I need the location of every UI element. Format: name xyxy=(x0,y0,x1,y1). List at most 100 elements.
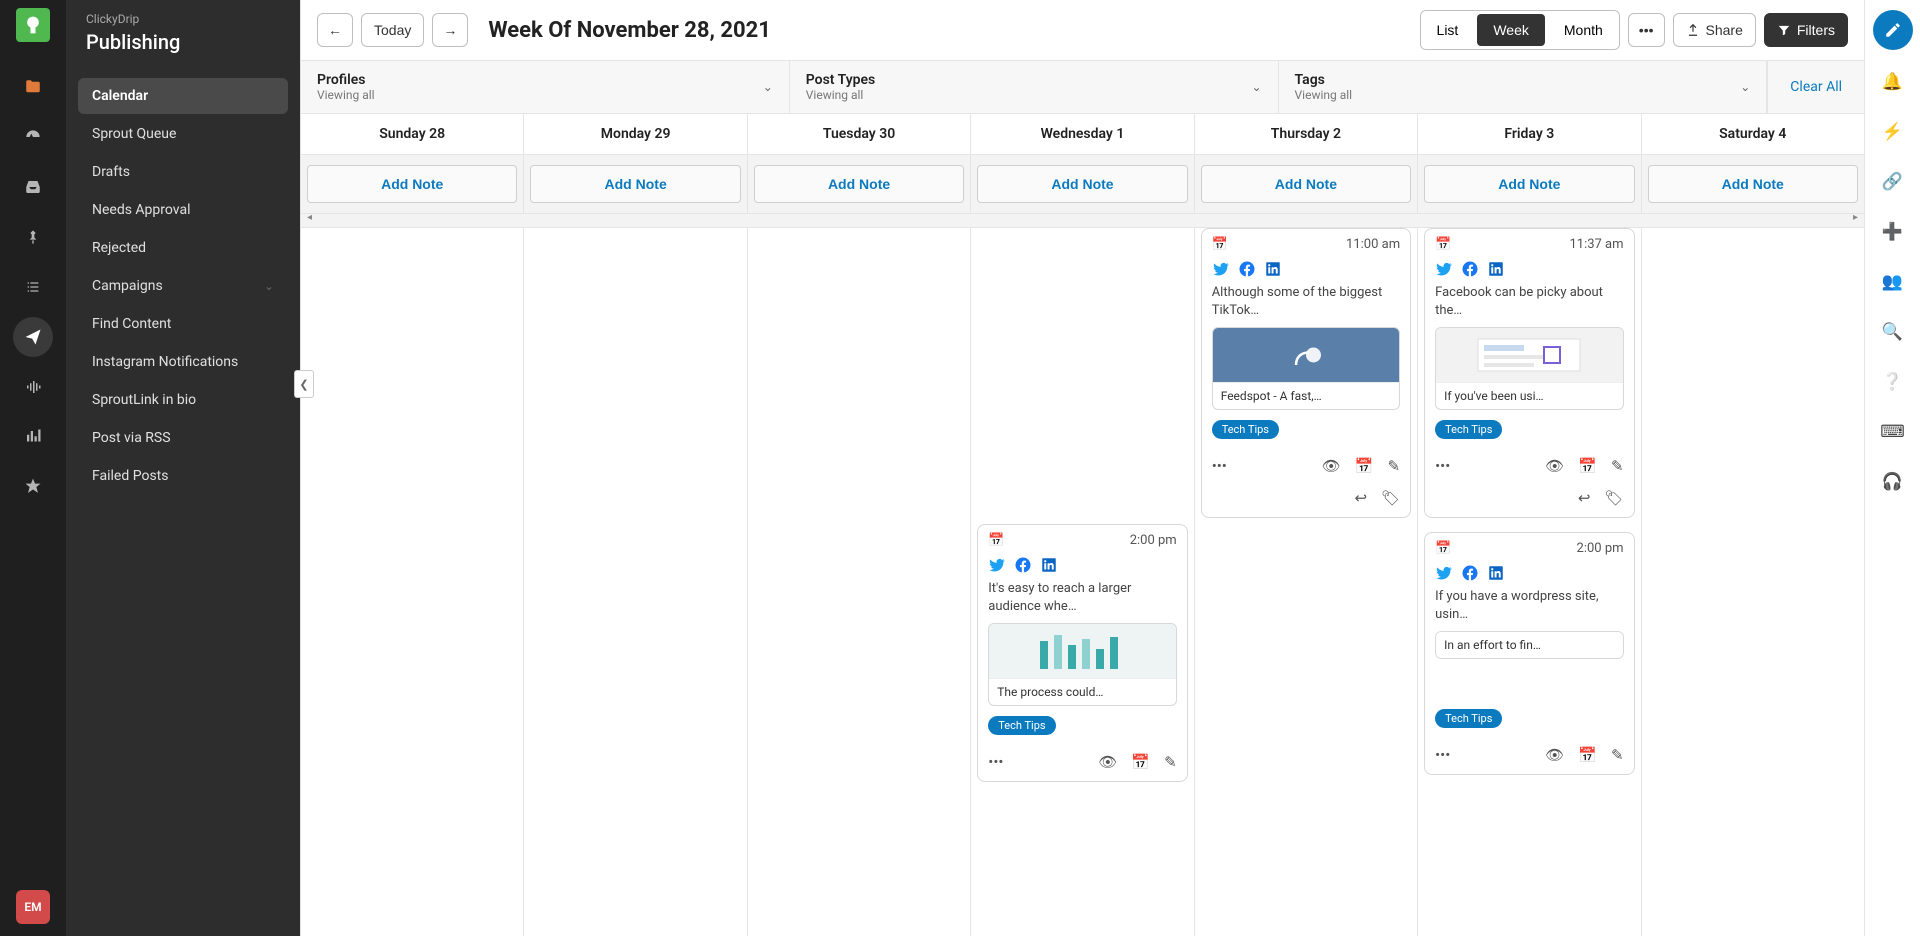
next-week-button[interactable]: → xyxy=(432,13,468,47)
twitter-icon xyxy=(1435,564,1453,582)
filters-button[interactable]: Filters xyxy=(1764,13,1848,47)
post-time: 11:37 am xyxy=(1569,237,1623,252)
rail-list-icon[interactable] xyxy=(13,267,53,307)
filter-profiles[interactable]: ProfilesViewing all ⌄ xyxy=(301,61,790,113)
help-icon[interactable]: ❔ xyxy=(1875,364,1911,400)
right-rail: 🔔 ⚡ 🔗 ➕ 👥 🔍 ❔ ⌨ 🎧 xyxy=(1864,0,1920,936)
post-card[interactable]: 📅2:00 pm It's easy to reach a larger aud… xyxy=(977,524,1187,782)
calendar-icon: 📅 xyxy=(1435,541,1451,556)
sprout-logo[interactable] xyxy=(16,8,50,42)
thumbnail-caption: The process could… xyxy=(989,678,1175,705)
nav-sproutlink[interactable]: SproutLink in bio xyxy=(78,382,288,418)
rail-inbox-icon[interactable] xyxy=(13,167,53,207)
view-list-button[interactable]: List xyxy=(1421,11,1475,49)
calendar-icon: 📅 xyxy=(1212,237,1228,252)
eye-icon[interactable]: 👁 xyxy=(1545,746,1564,764)
nav-calendar[interactable]: Calendar xyxy=(78,78,288,114)
view-month-button[interactable]: Month xyxy=(1548,11,1619,49)
rail-send-icon[interactable] xyxy=(13,317,53,357)
post-card[interactable]: 📅11:37 am Facebook can be picky about th… xyxy=(1424,228,1634,518)
linkedin-icon xyxy=(1487,260,1505,278)
edit-icon[interactable]: ✎ xyxy=(1611,746,1624,764)
post-card[interactable]: 📅2:00 pm If you have a wordpress site, u… xyxy=(1424,532,1634,775)
twitter-icon xyxy=(1435,260,1453,278)
post-card[interactable]: 📅11:00 am Although some of the biggest T… xyxy=(1201,228,1411,518)
add-note-button[interactable]: Add Note xyxy=(1424,165,1634,203)
day-header: Thursday 2 xyxy=(1195,114,1418,154)
filter-tags[interactable]: TagsViewing all ⌄ xyxy=(1279,61,1768,113)
add-note-button[interactable]: Add Note xyxy=(977,165,1187,203)
search-icon[interactable]: 🔍 xyxy=(1875,314,1911,350)
facebook-icon xyxy=(1461,260,1479,278)
bell-icon[interactable]: 🔔 xyxy=(1875,64,1911,100)
prev-week-button[interactable]: ← xyxy=(317,13,353,47)
post-thumbnail: In an effort to fin… xyxy=(1435,631,1623,659)
rail-star-icon[interactable] xyxy=(13,467,53,507)
day-column-tue xyxy=(748,228,971,936)
tag-icon[interactable]: 🏷 xyxy=(1381,489,1400,507)
edit-icon[interactable]: ✎ xyxy=(1611,457,1624,475)
plus-icon[interactable]: ➕ xyxy=(1875,214,1911,250)
post-thumbnail: Feedspot - A fast,… xyxy=(1212,327,1400,410)
nav-rejected[interactable]: Rejected xyxy=(78,230,288,266)
nav-campaigns[interactable]: Campaigns⌄ xyxy=(78,268,288,304)
rail-gauge-icon[interactable] xyxy=(13,117,53,157)
post-time: 2:00 pm xyxy=(1577,541,1624,556)
rail-pin-icon[interactable] xyxy=(13,217,53,257)
linkedin-icon xyxy=(1264,260,1282,278)
link-icon[interactable]: 🔗 xyxy=(1875,164,1911,200)
schedule-icon[interactable]: 📅 xyxy=(1131,753,1150,771)
card-more-icon[interactable]: ••• xyxy=(1212,457,1227,475)
more-options-button[interactable]: ••• xyxy=(1628,13,1665,47)
card-more-icon[interactable]: ••• xyxy=(1435,746,1450,764)
filter-post-types[interactable]: Post TypesViewing all ⌄ xyxy=(790,61,1279,113)
add-note-button[interactable]: Add Note xyxy=(530,165,740,203)
reply-icon[interactable]: ↩ xyxy=(1578,489,1591,507)
clear-all-button[interactable]: Clear All xyxy=(1767,61,1864,113)
collapse-sidebar-button[interactable]: ❮ xyxy=(294,370,314,398)
nav-needs-approval[interactable]: Needs Approval xyxy=(78,192,288,228)
user-avatar[interactable]: EM xyxy=(16,890,50,924)
nav-find-content[interactable]: Find Content xyxy=(78,306,288,342)
add-note-button[interactable]: Add Note xyxy=(1201,165,1411,203)
eye-icon[interactable]: 👁 xyxy=(1322,457,1341,475)
card-more-icon[interactable]: ••• xyxy=(988,753,1003,771)
post-thumbnail: The process could… xyxy=(988,623,1176,706)
edit-icon[interactable]: ✎ xyxy=(1388,457,1401,475)
nav-instagram-notifications[interactable]: Instagram Notifications xyxy=(78,344,288,380)
keyboard-icon[interactable]: ⌨ xyxy=(1875,414,1911,450)
nav-post-via-rss[interactable]: Post via RSS xyxy=(78,420,288,456)
support-icon[interactable]: 🎧 xyxy=(1875,464,1911,500)
post-tag: Tech Tips xyxy=(988,716,1055,735)
edit-icon[interactable]: ✎ xyxy=(1164,753,1177,771)
twitter-icon xyxy=(988,556,1006,574)
day-column-thu: 📅11:00 am Although some of the biggest T… xyxy=(1195,228,1418,936)
add-note-button[interactable]: Add Note xyxy=(1648,165,1858,203)
schedule-icon[interactable]: 📅 xyxy=(1578,746,1597,764)
bolt-icon[interactable]: ⚡ xyxy=(1875,114,1911,150)
card-more-icon[interactable]: ••• xyxy=(1435,457,1450,475)
today-button[interactable]: Today xyxy=(361,13,424,47)
rail-folder-icon[interactable] xyxy=(13,67,53,107)
nav-drafts[interactable]: Drafts xyxy=(78,154,288,190)
tag-icon[interactable]: 🏷 xyxy=(1604,489,1623,507)
add-note-row: Add Note Add Note Add Note Add Note Add … xyxy=(301,155,1864,214)
compose-button[interactable] xyxy=(1873,10,1913,50)
add-note-button[interactable]: Add Note xyxy=(754,165,964,203)
schedule-icon[interactable]: 📅 xyxy=(1578,457,1597,475)
nav-failed-posts[interactable]: Failed Posts xyxy=(78,458,288,494)
add-note-button[interactable]: Add Note xyxy=(307,165,517,203)
reply-icon[interactable]: ↩ xyxy=(1354,489,1367,507)
day-header: Saturday 4 xyxy=(1642,114,1864,154)
view-week-button[interactable]: Week xyxy=(1477,14,1545,46)
team-icon[interactable]: 👥 xyxy=(1875,264,1911,300)
day-header: Friday 3 xyxy=(1418,114,1641,154)
rail-audio-icon[interactable] xyxy=(13,367,53,407)
nav-sprout-queue[interactable]: Sprout Queue xyxy=(78,116,288,152)
schedule-icon[interactable]: 📅 xyxy=(1355,457,1374,475)
rail-chart-icon[interactable] xyxy=(13,417,53,457)
linkedin-icon xyxy=(1487,564,1505,582)
share-button[interactable]: Share xyxy=(1673,13,1756,47)
eye-icon[interactable]: 👁 xyxy=(1098,753,1117,771)
eye-icon[interactable]: 👁 xyxy=(1545,457,1564,475)
